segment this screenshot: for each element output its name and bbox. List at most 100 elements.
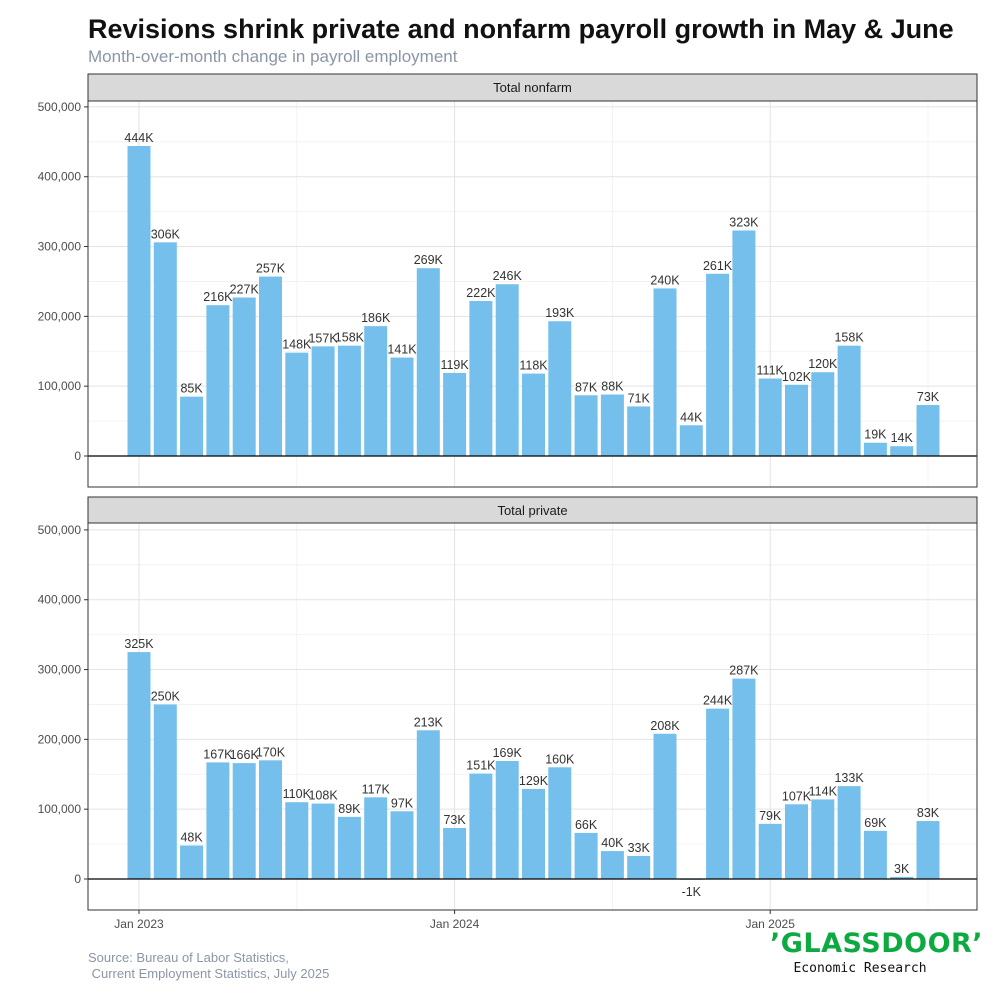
source-line-1: Source: Bureau of Labor Statistics,: [88, 950, 289, 965]
bar: [574, 832, 598, 879]
bar: [364, 326, 388, 456]
bar: [916, 821, 940, 879]
data-label: 166K: [230, 748, 260, 762]
bar: [600, 851, 624, 879]
y-tick-label: 300,000: [38, 663, 82, 677]
data-label: 119K: [440, 358, 469, 372]
data-label: 129K: [519, 774, 549, 788]
bar: [232, 763, 256, 879]
bar: [679, 425, 703, 456]
bar: [522, 373, 545, 456]
data-label: 120K: [808, 357, 838, 371]
data-label: 89K: [338, 802, 361, 816]
data-label: 244K: [703, 694, 733, 708]
data-label: 444K: [124, 131, 154, 145]
data-label: 257K: [256, 262, 286, 276]
bar: [416, 730, 440, 879]
bar: [706, 273, 730, 456]
bar: [127, 652, 151, 879]
bar: [337, 816, 361, 879]
bar: [469, 773, 493, 879]
data-label: 208K: [650, 719, 680, 733]
data-label: 110K: [283, 787, 312, 801]
data-label: 157K: [308, 331, 338, 345]
data-label: -1K: [682, 885, 702, 899]
glassdoor-logo: ’GLASSDOOR’ Economic Research: [770, 928, 983, 976]
bar: [127, 145, 151, 456]
data-label: 88K: [601, 380, 624, 394]
source-line-2: Current Employment Statistics, July 2025: [88, 966, 330, 981]
data-label: 118K: [519, 359, 548, 373]
bar: [758, 378, 782, 456]
data-label: 87K: [575, 380, 598, 394]
data-label: 169K: [493, 746, 523, 760]
bar: [337, 345, 361, 456]
bar: [548, 321, 572, 456]
bar: [706, 708, 730, 879]
bar: [285, 352, 309, 456]
data-label: 287K: [729, 664, 759, 678]
data-label: 69K: [864, 816, 887, 830]
data-label: 323K: [729, 215, 759, 229]
data-label: 167K: [203, 747, 233, 761]
data-label: 111K: [757, 363, 785, 377]
data-label: 3K: [894, 862, 910, 876]
bar: [890, 446, 914, 456]
data-label: 325K: [124, 637, 154, 651]
bar: [758, 823, 782, 879]
bar: [837, 345, 861, 456]
bar: [890, 876, 914, 879]
data-label: 83K: [917, 806, 940, 820]
bar: [364, 797, 388, 879]
bar: [548, 767, 572, 879]
facet-strip-label: Total private: [497, 503, 567, 518]
chart-title: Revisions shrink private and nonfarm pay…: [88, 14, 954, 44]
y-tick-label: 100,000: [38, 379, 82, 393]
y-tick-label: 500,000: [38, 523, 82, 537]
y-tick-label: 400,000: [38, 593, 82, 607]
bar: [811, 799, 835, 879]
bar: [180, 845, 204, 879]
bar: [495, 761, 519, 879]
bar: [259, 760, 282, 879]
bar: [443, 828, 467, 879]
y-tick-label: 400,000: [38, 170, 82, 184]
data-label: 216K: [203, 290, 233, 304]
data-label: 213K: [414, 715, 444, 729]
panel-nonfarm: Total nonfarm 0 100,000 200,000 300,000 400,0…: [38, 73, 978, 488]
bar: [653, 288, 677, 456]
y-tick-label: 0: [74, 872, 81, 886]
data-label: 240K: [650, 273, 680, 287]
data-label: 250K: [151, 689, 181, 703]
panel-border: [87, 522, 978, 911]
bar: [863, 830, 887, 879]
x-tick-label: Jan 2023: [114, 917, 164, 931]
bar: [416, 268, 440, 456]
x-tick-label: Jan 2025: [746, 917, 796, 931]
data-label: 14K: [891, 431, 914, 445]
logo-tagline: Economic Research: [793, 961, 927, 976]
panel-border: [87, 100, 978, 488]
facet-strip: [87, 496, 978, 524]
bar: [574, 395, 598, 456]
bar: [863, 442, 887, 456]
bar: [311, 803, 335, 879]
bar: [311, 346, 335, 456]
data-label: 97K: [391, 796, 414, 810]
bar: [259, 276, 282, 456]
data-label: 269K: [414, 253, 444, 267]
data-label: 114K: [809, 784, 838, 798]
data-label: 66K: [575, 818, 598, 832]
bar: [232, 297, 256, 456]
data-label: 102K: [782, 370, 812, 384]
data-label: 186K: [361, 311, 391, 325]
facet-strip-label: Total nonfarm: [493, 80, 572, 95]
data-label: 85K: [180, 382, 203, 396]
bar: [785, 384, 808, 456]
data-label: 158K: [834, 331, 864, 345]
data-label: 222K: [466, 286, 496, 300]
source-note: Source: Bureau of Labor Statistics, Curr…: [88, 950, 329, 982]
data-label: 48K: [180, 830, 203, 844]
data-label: 73K: [917, 390, 940, 404]
bar: [627, 855, 651, 879]
